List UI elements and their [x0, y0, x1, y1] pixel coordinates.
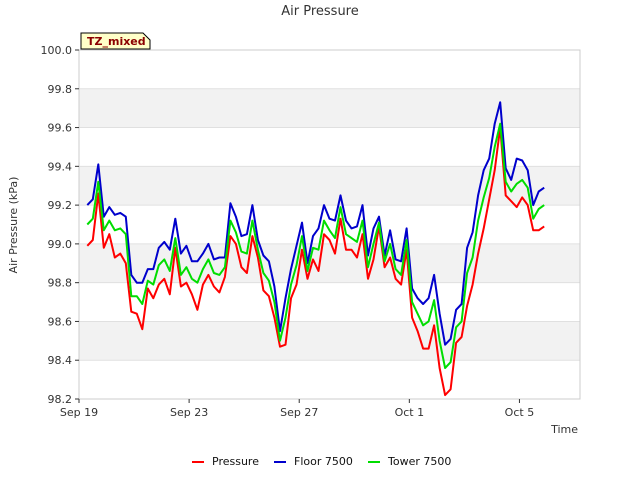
site-label: TZ_mixed: [87, 35, 146, 48]
legend-label: Floor 7500: [294, 455, 353, 468]
legend: Pressure Floor 7500 Tower 7500: [192, 455, 451, 468]
grid-band: [79, 166, 580, 206]
x-tick-label: Sep 23: [170, 406, 208, 419]
plot-border: [78, 49, 581, 400]
site-badge: TZ_mixed: [80, 32, 151, 50]
y-tick-label: 98.2: [48, 393, 73, 406]
x-axis-ticks: Sep 19 Sep 23 Sep 27 Oct 1 Oct 5: [60, 399, 534, 419]
legend-item: Floor 7500: [274, 455, 353, 468]
y-tick-label: 98.4: [48, 354, 73, 367]
legend-item: Pressure: [192, 455, 259, 468]
series-line-floor-7500: [86, 101, 545, 346]
series-line-pressure: [86, 126, 545, 397]
site-badge-box: [80, 32, 151, 50]
y-axis-ticks: 98.2 98.4 98.6 98.8 99.0 99.2 99.4 99.6 99.8 100.…: [41, 44, 79, 406]
series-lines: [86, 101, 545, 397]
x-tick-label: Sep 27: [280, 406, 318, 419]
background-bands: [79, 88, 580, 361]
series-line-tower-7500: [86, 122, 545, 369]
y-axis-label: Air Pressure (kPa): [7, 177, 20, 274]
chart-title: Air Pressure: [281, 4, 359, 19]
x-tick-label: Oct 1: [395, 406, 425, 419]
y-tick-label: 99.8: [48, 83, 73, 96]
x-tick-label: Sep 19: [60, 406, 98, 419]
y-tick-label: 98.8: [48, 277, 73, 290]
x-axis-label: Time: [550, 423, 578, 436]
x-tick-label: Oct 5: [505, 406, 535, 419]
y-tick-label: 100.0: [41, 44, 73, 57]
grid-band: [79, 321, 580, 361]
y-tick-label: 99.0: [48, 238, 73, 251]
y-tick-label: 99.6: [48, 122, 73, 135]
legend-label: Pressure: [212, 455, 259, 468]
legend-label: Tower 7500: [387, 455, 451, 468]
grid-band: [79, 243, 580, 283]
y-tick-label: 99.2: [48, 199, 73, 212]
y-tick-label: 99.4: [48, 160, 73, 173]
grid-band: [79, 88, 580, 128]
y-tick-label: 98.6: [48, 315, 73, 328]
legend-item: Tower 7500: [368, 455, 451, 468]
